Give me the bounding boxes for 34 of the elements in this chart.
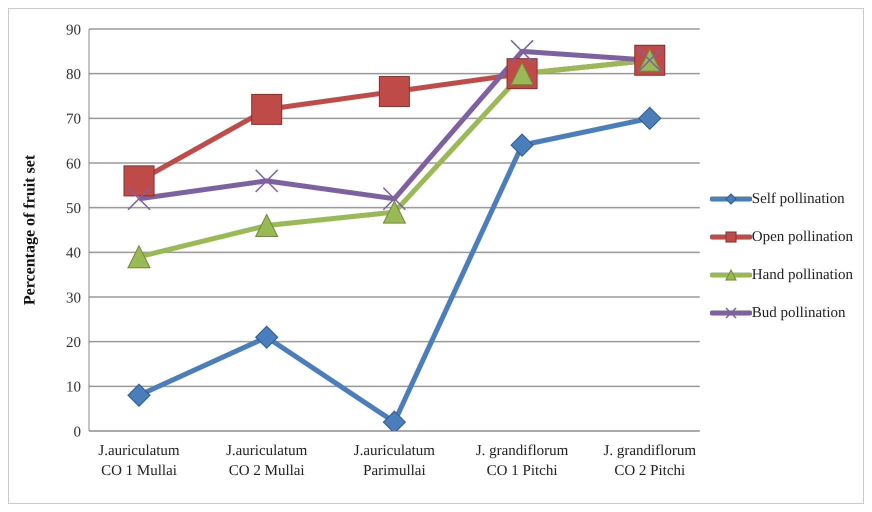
x-tick-label: J.auriculatum Parimullai <box>354 443 436 479</box>
y-tick-label: 60 <box>66 156 81 172</box>
y-tick-label: 10 <box>66 380 81 396</box>
point <box>128 384 150 407</box>
x-tick-label: J.auriculatum CO 1 Mullai <box>98 443 180 479</box>
point <box>382 186 406 210</box>
y-tick-label: 20 <box>66 334 81 351</box>
point <box>638 106 662 130</box>
x-tick-label: J. grandiflorum CO 1 Pitchi <box>476 443 569 479</box>
y-tick-label: 80 <box>66 66 81 83</box>
x-tick-label: J.auriculatum CO 2 Mullai <box>226 443 308 479</box>
legend-label: Open pollination <box>752 228 853 246</box>
y-tick-label: 90 <box>66 22 81 38</box>
y-tick-label: 40 <box>66 246 81 262</box>
y-tick-label: 50 <box>66 200 81 217</box>
point <box>254 169 278 193</box>
y-tick-label: 30 <box>66 290 81 306</box>
point <box>510 40 534 64</box>
point <box>382 200 406 224</box>
legend-label: Hand pollination <box>752 266 853 284</box>
point <box>378 76 410 108</box>
y-tick-label: 0 <box>74 424 81 440</box>
point <box>128 245 150 268</box>
point <box>510 134 534 157</box>
point <box>255 214 278 238</box>
point <box>127 186 151 210</box>
legend-label: Bud pollination <box>752 304 846 322</box>
y-axis-title: Percentage of fruit set <box>22 154 39 306</box>
y-tick-label: 70 <box>66 112 81 128</box>
legend-label: Self pollination <box>752 190 845 208</box>
x-tick-label: J. grandiflorum CO 2 Pitchi <box>604 443 696 479</box>
point <box>124 165 154 196</box>
point <box>251 94 282 125</box>
point <box>255 326 278 349</box>
